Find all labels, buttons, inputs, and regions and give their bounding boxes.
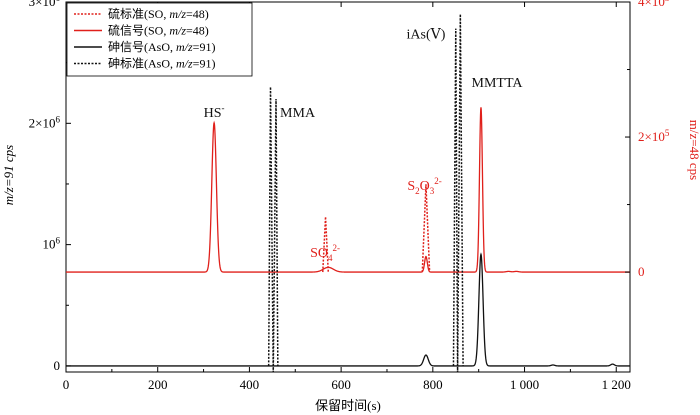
legend-box xyxy=(66,2,253,77)
legend-label: 硫信号(SO, m/z=48) xyxy=(108,23,209,38)
x-tick-label: 600 xyxy=(331,377,351,392)
peak-label: MMTTA xyxy=(472,76,524,91)
x-tick-label: 1 200 xyxy=(602,377,631,392)
peak-label: S2O32- xyxy=(407,176,441,196)
series-line-0-0 xyxy=(322,216,330,273)
axis-ticks: 0 200 400 600 800 1 000 1 200 0 106 2×106 3×106 0 2×… xyxy=(29,0,670,392)
y-right-tick-label: 0 xyxy=(638,264,645,279)
y-axis-label-right: m/z=48 cps xyxy=(687,120,700,180)
y-axis-label-left: m/z=91 cps xyxy=(1,145,16,205)
plot-frame xyxy=(65,1,631,373)
x-tick-label: 800 xyxy=(423,377,443,392)
legend-label: 硫标准(SO, m/z=48) xyxy=(108,6,209,21)
series-layer xyxy=(66,14,630,373)
y-left-tick-label: 3×106 xyxy=(29,0,61,9)
x-axis-label: 保留时间(s) xyxy=(315,398,381,413)
series-line-0-1 xyxy=(421,184,431,273)
x-tick-label: 400 xyxy=(240,377,260,392)
legend: 硫标准(SO, m/z=48) 硫信号(SO, m/z=48) 砷信号(AsO, m… xyxy=(66,2,253,77)
series-line-3-0 xyxy=(267,86,279,373)
y-left-tick-label: 2×106 xyxy=(29,114,61,130)
y-left-tick-label: 106 xyxy=(43,236,61,252)
y-right-tick-label: 2×105 xyxy=(638,128,670,144)
y-left-tick-label: 0 xyxy=(54,358,61,373)
peak-label: MMA xyxy=(280,106,316,121)
x-tick-label: 0 xyxy=(63,377,70,392)
series-line-3-1 xyxy=(452,14,464,373)
x-tick-label: 1 000 xyxy=(510,377,539,392)
legend-label: 砷信号(AsO, m/z=91) xyxy=(108,40,215,54)
peak-label: HS- xyxy=(204,103,225,121)
series-line-2 xyxy=(66,252,630,367)
y-right-tick-label: 4×105 xyxy=(638,0,670,9)
peak-label: iAs(Ⅴ) xyxy=(407,27,446,42)
series-line-1 xyxy=(66,107,630,273)
legend-label: 砷标准(AsO, m/z=91) xyxy=(108,57,215,71)
peak-label: SO42- xyxy=(310,243,340,263)
x-tick-label: 200 xyxy=(148,377,168,392)
peak-annotations: HS- MMA SO42- S2O32- iAs(Ⅴ) MMTTA xyxy=(204,27,524,262)
